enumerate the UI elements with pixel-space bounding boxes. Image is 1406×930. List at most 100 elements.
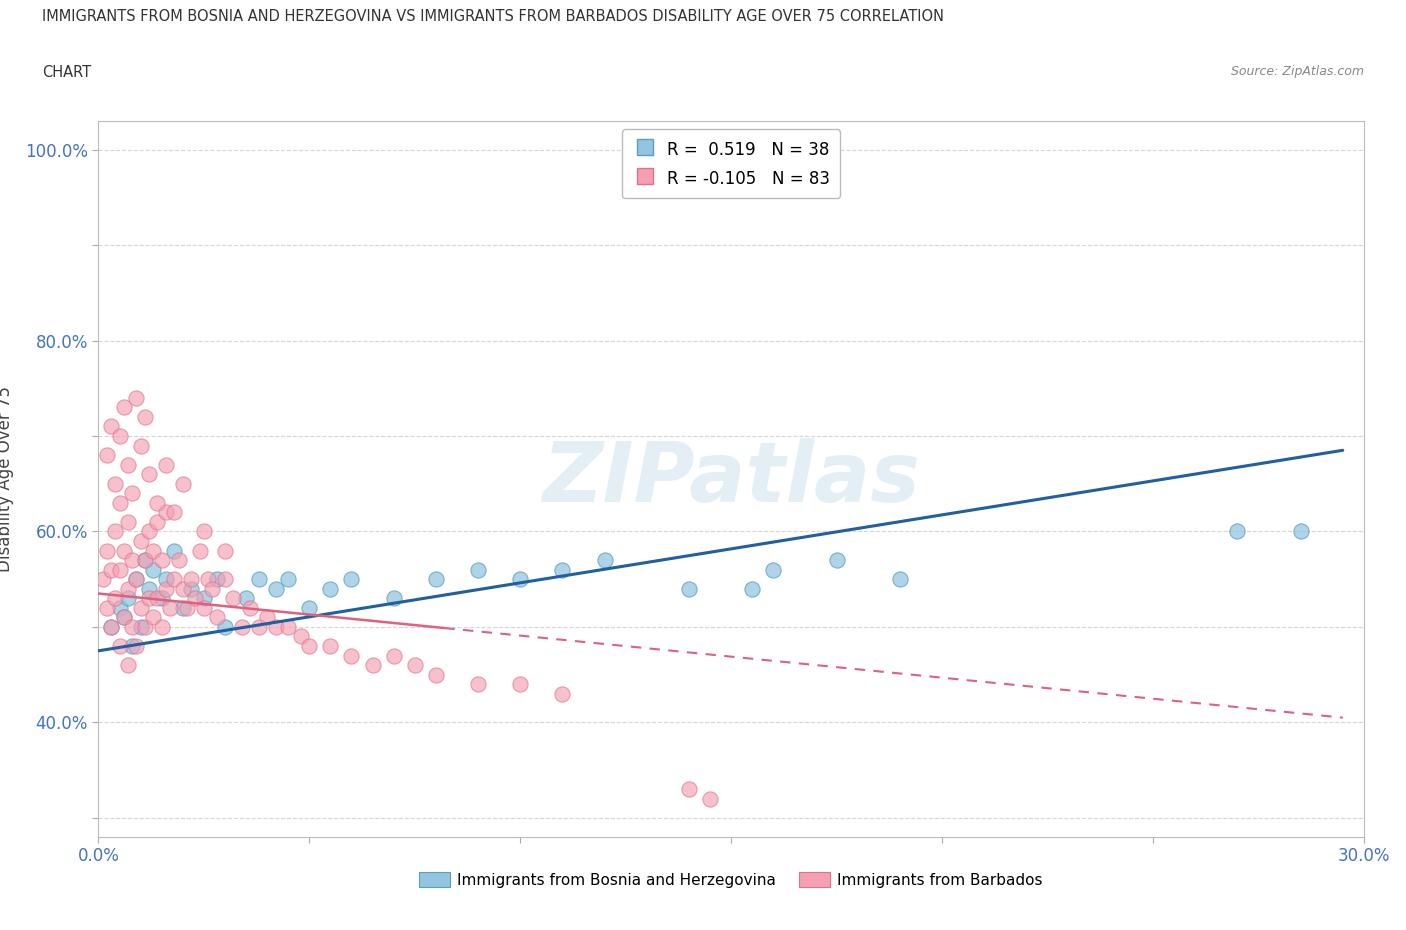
Point [180,581,202,596]
Point [112,610,135,625]
Point [425,572,447,587]
Point [264,581,287,596]
Text: IMMIGRANTS FROM BOSNIA AND HERZEGOVINA VS IMMIGRANTS FROM BARBADOS DISABILITY AG: IMMIGRANTS FROM BOSNIA AND HERZEGOVINA V… [42,9,945,24]
Y-axis label: Disability Age Over 75: Disability Age Over 75 [0,386,14,572]
Point [319,581,342,596]
Point [699,791,721,806]
Text: ZIPatlas: ZIPatlas [543,438,920,520]
Point [121,552,143,567]
Point [180,572,202,587]
Point [155,572,177,587]
Point [247,619,270,634]
Point [1226,524,1249,538]
Point [146,514,169,529]
Point [96,447,118,462]
Point [235,591,257,605]
Point [1289,524,1312,538]
Point [138,581,160,596]
Point [188,543,211,558]
Point [146,591,169,605]
Point [825,552,848,567]
Point [382,648,405,663]
Point [678,581,700,596]
Point [117,591,139,605]
Point [159,601,181,616]
Point [125,391,148,405]
Point [108,639,131,654]
Point [319,639,342,654]
Point [163,572,186,587]
Point [125,572,148,587]
Point [509,677,531,692]
Point [214,619,236,634]
Point [112,543,135,558]
Point [121,619,143,634]
Point [551,563,574,578]
Point [104,591,127,605]
Point [361,658,384,672]
Point [762,563,785,578]
Point [129,601,152,616]
Point [96,543,118,558]
Point [125,572,148,587]
Text: Source: ZipAtlas.com: Source: ZipAtlas.com [1230,65,1364,78]
Point [593,552,616,567]
Point [117,581,139,596]
Point [108,563,131,578]
Point [129,438,152,453]
Point [129,619,152,634]
Point [509,572,531,587]
Point [205,610,228,625]
Point [205,572,228,587]
Point [91,572,114,587]
Point [193,601,215,616]
Point [277,619,299,634]
Point [134,619,156,634]
Point [214,543,236,558]
Point [201,581,224,596]
Point [100,563,122,578]
Point [117,458,139,472]
Point [112,610,135,625]
Point [425,667,447,682]
Point [150,552,173,567]
Point [214,572,236,587]
Point [163,505,186,520]
Point [277,572,299,587]
Point [193,524,215,538]
Point [247,572,270,587]
Point [239,601,262,616]
Point [112,400,135,415]
Point [172,476,194,491]
Point [155,505,177,520]
Point [197,572,219,587]
Point [167,552,190,567]
Point [172,581,194,596]
Point [142,610,165,625]
Point [889,572,911,587]
Point [108,601,131,616]
Point [146,496,169,511]
Point [155,458,177,472]
Point [551,686,574,701]
Point [298,601,321,616]
Point [231,619,253,634]
Point [134,552,156,567]
Point [163,543,186,558]
Text: CHART: CHART [42,65,91,80]
Point [256,610,278,625]
Point [134,409,156,424]
Point [138,467,160,482]
Point [150,619,173,634]
Point [142,563,165,578]
Point [108,429,131,444]
Point [96,601,118,616]
Point [117,658,139,672]
Point [142,543,165,558]
Legend: Immigrants from Bosnia and Herzegovina, Immigrants from Barbados: Immigrants from Bosnia and Herzegovina, … [413,866,1049,894]
Point [340,648,363,663]
Point [404,658,426,672]
Point [298,639,321,654]
Point [100,419,122,434]
Point [222,591,245,605]
